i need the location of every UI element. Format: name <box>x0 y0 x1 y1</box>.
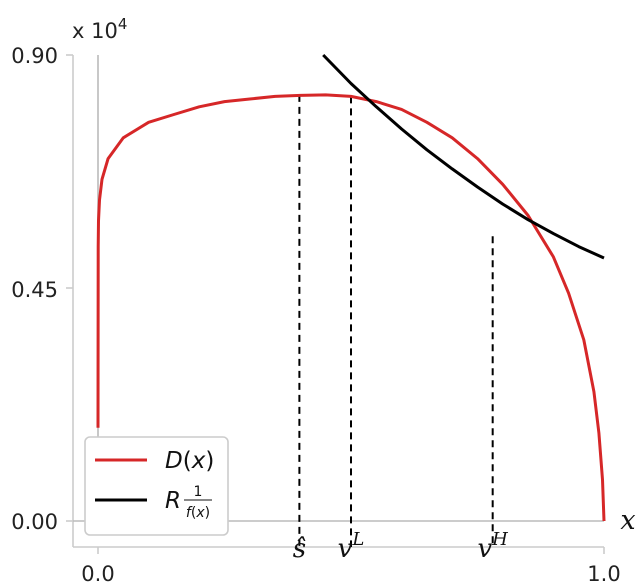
marker-label-2: vH <box>477 529 508 564</box>
series-line-1 <box>322 53 605 260</box>
x-tick-label-0: 0.0 <box>81 562 114 586</box>
legend-label-1-num: 1 <box>194 484 203 500</box>
x-axis-label: x <box>620 505 635 536</box>
series-lines <box>96 53 606 522</box>
y-tick-label-0: 0.00 <box>11 510 58 534</box>
marker-label-0: ŝ <box>293 534 306 564</box>
marker-lines <box>298 94 494 547</box>
legend: D(x) R 1 f(x) <box>84 436 229 536</box>
legend-label-0: D(x) <box>165 448 214 474</box>
y-scale-label: x 104 <box>72 15 127 43</box>
x-tick-label-1: 1.0 <box>587 562 620 586</box>
legend-label-1: R <box>165 488 181 514</box>
marker-label-1: vL <box>338 529 365 564</box>
series-line-0 <box>96 93 606 522</box>
y-tick-label-2: 0.90 <box>11 44 58 68</box>
marker-labels: ŝ vL vH <box>293 529 508 564</box>
y-tick-label-1: 0.45 <box>11 278 58 302</box>
legend-label-1-den: f(x) <box>186 505 210 521</box>
